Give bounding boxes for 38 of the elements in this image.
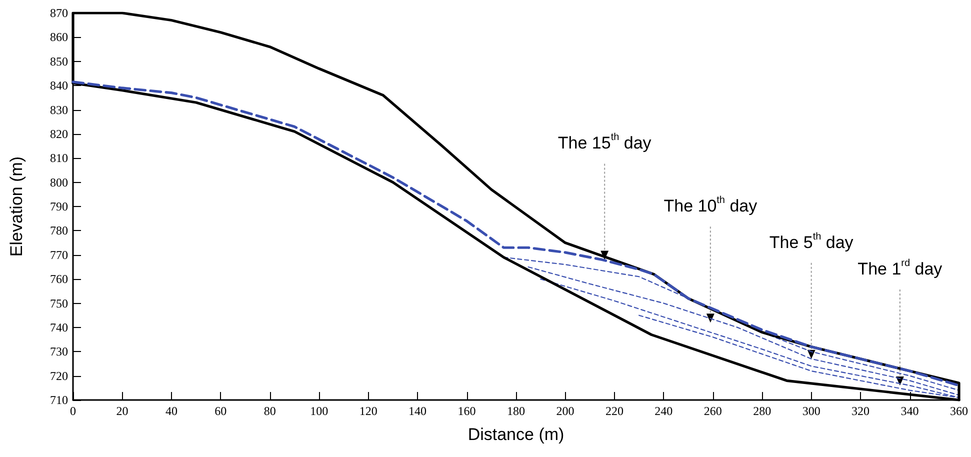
- x-axis-title: Distance (m): [468, 425, 564, 444]
- x-tick-label: 80: [264, 404, 276, 418]
- y-tick-label: 870: [50, 6, 68, 20]
- x-tick-label: 120: [359, 404, 378, 418]
- x-tick-label: 180: [507, 404, 525, 418]
- x-tick-label: 360: [950, 404, 968, 418]
- y-tick-label: 720: [50, 368, 68, 383]
- y-tick-label: 710: [50, 393, 68, 407]
- x-tick-label: 260: [704, 404, 722, 418]
- y-tick-label: 840: [50, 78, 68, 93]
- y-tick-label: 850: [50, 54, 68, 68]
- x-tick-label: 100: [310, 404, 328, 418]
- x-tick-label: 160: [458, 404, 476, 418]
- y-tick-label: 810: [50, 151, 68, 166]
- y-tick-label: 820: [50, 126, 68, 141]
- y-axis-title: Elevation (m): [7, 156, 26, 257]
- y-tick-label: 730: [50, 344, 68, 359]
- x-tick-label: 140: [408, 404, 427, 418]
- y-tick-label: 790: [50, 200, 68, 214]
- y-tick-label: 740: [50, 320, 68, 334]
- y-tick-label: 800: [50, 175, 68, 190]
- y-tick-label: 770: [50, 248, 68, 262]
- x-tick-label: 320: [852, 404, 870, 418]
- y-tick-label: 860: [50, 30, 68, 44]
- x-tick-label: 20: [116, 404, 128, 418]
- x-tick-label: 300: [802, 404, 820, 418]
- x-tick-label: 240: [654, 404, 673, 418]
- y-tick-label: 750: [50, 296, 68, 310]
- y-tick-label: 830: [50, 102, 68, 117]
- x-tick-label: 40: [165, 404, 178, 418]
- x-tick-label: 220: [605, 404, 624, 418]
- y-tick-label: 760: [50, 272, 68, 286]
- x-tick-label: 60: [214, 404, 227, 418]
- x-tick-label: 340: [900, 404, 919, 418]
- x-tick-label: 0: [70, 404, 76, 418]
- y-tick-label: 780: [50, 224, 68, 238]
- x-tick-label: 200: [556, 404, 574, 418]
- x-tick-label: 280: [753, 404, 772, 418]
